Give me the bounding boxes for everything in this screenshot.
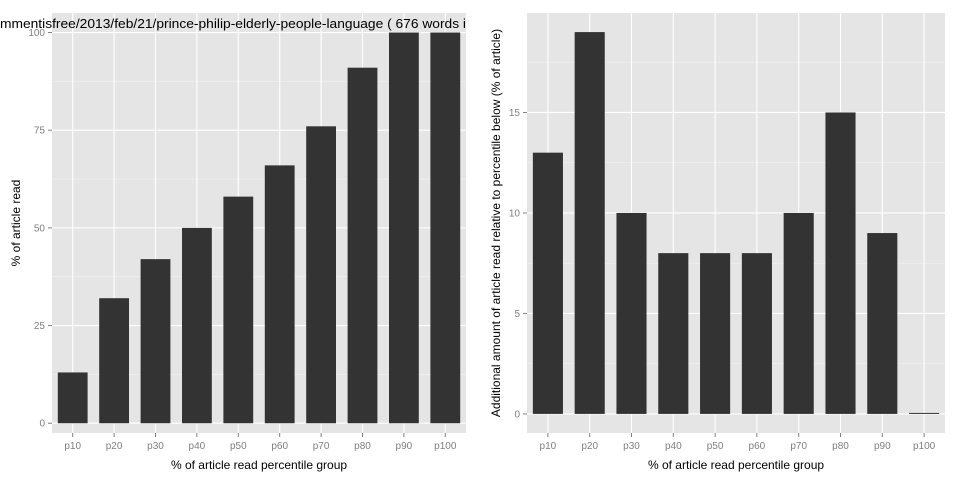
left-x-tick-label: p80 xyxy=(354,441,371,452)
left-y-axis-title: % of article read xyxy=(9,180,23,267)
right-x-tick-label: p90 xyxy=(874,441,891,452)
right-bar-p100 xyxy=(909,412,940,414)
right-x-tick-label: p20 xyxy=(581,441,598,452)
left-bar-p20 xyxy=(99,298,130,424)
right-x-tick-label: p40 xyxy=(665,441,682,452)
left-y-tick-label: 25 xyxy=(34,321,46,332)
left-y-tick-label: 0 xyxy=(39,419,45,430)
left-bar-p10 xyxy=(57,372,88,424)
left-x-tick-label: p20 xyxy=(106,441,123,452)
right-bar-p10 xyxy=(532,152,563,414)
left-bar-p50 xyxy=(223,196,254,424)
right-bar-p90 xyxy=(867,233,898,414)
right-chart: 0 5 10 15 p10 p20 p30 p40 p50 p60 p70 p80 p90 p100 % o… xyxy=(489,13,945,472)
right-y-axis-title: Additional amount of article read relati… xyxy=(489,29,503,417)
right-y-tick-label: 5 xyxy=(514,309,520,320)
right-bar-p20 xyxy=(574,32,605,414)
left-x-tick-label: p60 xyxy=(271,441,288,452)
right-bar-p30 xyxy=(616,212,647,414)
left-x-tick-label: p50 xyxy=(230,441,247,452)
right-y-tick-label: 10 xyxy=(509,208,521,219)
left-bar-p60 xyxy=(264,165,295,424)
right-bar-p40 xyxy=(658,253,689,414)
left-bar-p100 xyxy=(430,32,461,424)
right-y-tick-label: 0 xyxy=(514,409,520,420)
right-bar-p60 xyxy=(741,253,772,414)
left-y-tick-label: 75 xyxy=(34,126,46,137)
left-x-tick-label: p10 xyxy=(64,441,81,452)
right-x-tick-label: p70 xyxy=(790,441,807,452)
left-x-tick-label: p90 xyxy=(396,441,413,452)
left-x-tick-label: p30 xyxy=(147,441,164,452)
right-x-tick-label: p60 xyxy=(749,441,766,452)
left-chart: 0 25 50 75 100 p10 p20 p30 p40 p50 p60 p70 p80 p90 p10… xyxy=(0,13,466,472)
left-x-axis-title: % of article read percentile group xyxy=(171,458,347,472)
right-x-tick-label: p50 xyxy=(707,441,724,452)
right-x-tick-label: p10 xyxy=(540,441,557,452)
right-x-tick-label: p30 xyxy=(623,441,640,452)
right-x-tick-label: p80 xyxy=(832,441,849,452)
left-x-tick-label: p40 xyxy=(189,441,206,452)
left-chart-title: mmentisfree/2013/feb/21/prince-philip-el… xyxy=(0,16,466,31)
left-y-tick-label: 50 xyxy=(34,223,46,234)
left-bar-p30 xyxy=(140,259,171,424)
left-y-tick-label: 100 xyxy=(28,28,45,39)
right-bar-p70 xyxy=(783,212,814,414)
right-x-axis-title: % of article read percentile group xyxy=(648,458,824,472)
left-bar-p70 xyxy=(306,126,337,424)
right-y-tick-label: 15 xyxy=(509,108,521,119)
left-bar-p40 xyxy=(181,227,212,424)
right-bar-p80 xyxy=(825,112,856,414)
left-x-tick-label: p100 xyxy=(434,441,457,452)
left-bar-p90 xyxy=(388,32,419,424)
right-x-tick-label: p100 xyxy=(913,441,936,452)
left-x-tick-label: p70 xyxy=(313,441,330,452)
left-bar-p80 xyxy=(347,67,378,424)
right-bar-p50 xyxy=(700,253,731,414)
